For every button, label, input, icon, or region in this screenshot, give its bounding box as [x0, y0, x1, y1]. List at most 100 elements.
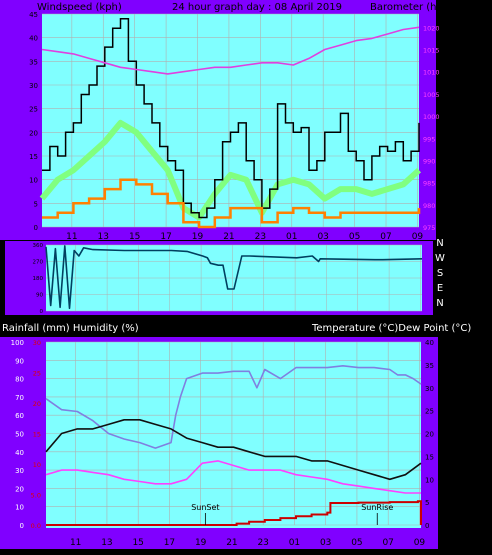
compass-label: N — [436, 298, 443, 309]
climate-x-tick-label: 03 — [320, 538, 331, 548]
humidity-y-tick-label: 80 — [15, 376, 24, 384]
humidity-line — [45, 364, 422, 449]
climate-x-tick-label: 11 — [70, 538, 81, 548]
climate-x-tick-label: 17 — [164, 538, 175, 548]
wind-y-tick-label: 35 — [29, 58, 38, 66]
humidity-y-tick-label: 90 — [15, 357, 24, 365]
wind-gust-line — [42, 17, 420, 219]
barometer-axis-title: Barometer (hpa) — [370, 2, 453, 13]
wind-y-tick-label: 10 — [29, 177, 38, 185]
wind-y-tick-label: 15 — [29, 153, 38, 161]
climate-x-tick-label: 09 — [414, 538, 426, 548]
wind-x-tick-label: 21 — [223, 232, 234, 242]
compass-label: S — [437, 268, 443, 279]
climate-x-tick-label: 19 — [195, 538, 207, 548]
barometer-y-tick-label: 1000 — [423, 113, 440, 121]
humidity-y-tick-label: 0 — [20, 522, 24, 530]
wind-y-tick-label: 25 — [29, 106, 38, 114]
compass-label: E — [437, 283, 443, 294]
temperature-y-tick-label: 15 — [425, 453, 434, 461]
wind-x-tick-label: 03 — [317, 232, 328, 242]
wind-x-tick-label: 17 — [160, 232, 171, 242]
compass-label: W — [435, 253, 445, 264]
wind-x-tick-label: 23 — [255, 232, 266, 242]
wind-x-tick-label: 15 — [129, 232, 140, 242]
temperature-y-tick-label: 10 — [425, 476, 434, 484]
climate-x-tick-label: 07 — [382, 538, 393, 548]
dewpoint-line — [45, 418, 422, 481]
wind-low-line — [42, 178, 421, 229]
rainfall-y-tick-label: 25 — [33, 370, 41, 378]
barometer-y-tick-label: 985 — [423, 180, 435, 188]
temperature-y-tick-label: 5 — [425, 499, 429, 507]
humidity-y-tick-label: 10 — [15, 504, 24, 512]
direction-y-tick-label: 360 — [33, 243, 44, 249]
chart-title: 24 hour graph day : 08 April 2019 — [172, 2, 342, 13]
wind-x-tick-label: 11 — [66, 232, 77, 242]
rainfall-y-tick-label: 5.0 — [31, 492, 41, 500]
barometer-y-tick-label: 990 — [423, 157, 435, 165]
direction-y-tick-label: 180 — [33, 276, 44, 282]
wind-y-tick-label: 5 — [34, 200, 38, 208]
temperature-y-tick-label: 0 — [425, 522, 429, 530]
humidity-y-tick-label: 50 — [15, 431, 24, 439]
barometer-y-tick-label: 975 — [423, 224, 435, 232]
rainfall-line — [46, 500, 422, 526]
wind-x-tick-label: 19 — [192, 232, 204, 242]
wind-average-line — [39, 119, 422, 221]
sun-annotation-label: SunSet — [191, 503, 219, 512]
direction-y-tick-label: 90 — [36, 293, 43, 299]
climate-x-tick-label: 15 — [132, 538, 143, 548]
barometer-y-tick-label: 1005 — [423, 91, 440, 99]
rainfall-y-tick-label: 10 — [33, 461, 41, 469]
climate-x-tick-label: 21 — [226, 538, 237, 548]
rainfall-y-tick-label: 0.0 — [31, 522, 41, 530]
wind-x-tick-label: 01 — [286, 232, 297, 242]
temperature-y-tick-label: 35 — [425, 362, 434, 370]
wind-plot-area — [42, 14, 419, 227]
wind-y-tick-label: 20 — [29, 129, 38, 137]
temperature-line — [45, 460, 421, 494]
climate-x-tick-label: 01 — [289, 538, 300, 548]
humidity-y-tick-label: 60 — [15, 412, 24, 420]
barometer-line — [41, 26, 420, 75]
wind-x-tick-label: 09 — [412, 232, 424, 242]
humidity-y-tick-label: 20 — [15, 485, 24, 493]
barometer-y-tick-label: 1010 — [423, 69, 440, 77]
sun-annotation-label: SunRise — [361, 503, 393, 512]
climate-x-tick-label: 05 — [351, 538, 362, 548]
wind-y-tick-label: 0 — [34, 224, 38, 232]
humidity-y-tick-label: 40 — [15, 449, 24, 457]
barometer-y-tick-label: 1020 — [423, 24, 440, 32]
barometer-y-tick-label: 980 — [423, 202, 435, 210]
climate-x-tick-label: 23 — [257, 538, 268, 548]
rain-humidity-axis-title: Rainfall (mm) Humidity (%) — [2, 323, 139, 334]
wind-y-tick-label: 45 — [29, 11, 38, 19]
temperature-y-tick-label: 25 — [425, 408, 434, 416]
temperature-y-tick-label: 30 — [425, 385, 434, 393]
wind-x-tick-label: 07 — [380, 232, 391, 242]
wind-x-tick-label: 05 — [349, 232, 360, 242]
wind-y-tick-label: 30 — [29, 82, 38, 90]
rainfall-y-tick-label: 20 — [33, 400, 41, 408]
wind-y-tick-label: 40 — [29, 35, 38, 43]
temperature-axis-title: Temperature (°C)Dew Point (°C) — [311, 323, 471, 334]
direction-y-tick-label: 0 — [40, 309, 44, 315]
wind-x-tick-label: 13 — [98, 232, 109, 242]
humidity-y-tick-label: 30 — [15, 467, 24, 475]
barometer-y-tick-label: 1015 — [423, 47, 440, 55]
humidity-y-tick-label: 70 — [15, 394, 24, 402]
temperature-y-tick-label: 40 — [425, 339, 434, 347]
rainfall-y-tick-label: 30 — [33, 339, 41, 347]
temperature-y-tick-label: 20 — [425, 431, 434, 439]
climate-x-tick-label: 13 — [101, 538, 112, 548]
direction-y-tick-label: 270 — [33, 260, 44, 266]
rainfall-y-tick-label: 15 — [33, 431, 41, 439]
windspeed-axis-title: Windspeed (kph) — [37, 2, 122, 13]
climate-plot-area — [46, 342, 421, 528]
humidity-y-tick-label: 100 — [11, 339, 24, 347]
wind-direction-line — [45, 245, 423, 310]
compass-label: N — [436, 238, 443, 249]
